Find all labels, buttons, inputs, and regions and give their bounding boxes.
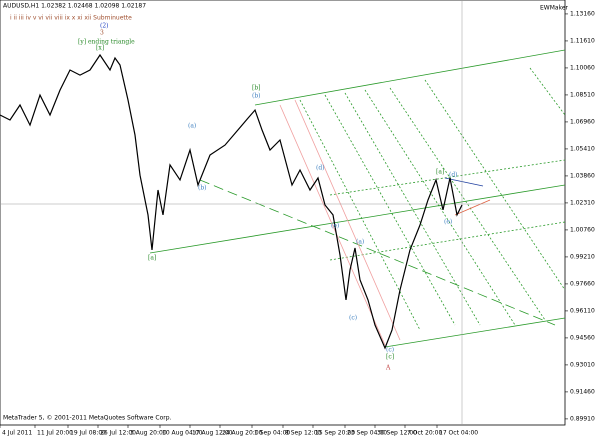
plot-frame xyxy=(0,0,566,426)
y-tick-label: 1.03860 xyxy=(570,172,595,179)
wave-label: [c] xyxy=(386,354,394,361)
x-tick-label: 30 Sep 12:00 xyxy=(377,430,417,437)
x-tick-label: 3 Aug 20:00 xyxy=(130,430,167,437)
channel-line xyxy=(329,159,566,196)
channel-line xyxy=(149,184,566,254)
y-tick-label: 0.96110 xyxy=(570,307,595,314)
channel-line xyxy=(254,49,566,106)
y-tick-label: 0.94560 xyxy=(570,334,595,341)
wave-label: (c) xyxy=(386,347,394,354)
x-tick-label: 10 Aug 04:00 xyxy=(162,430,203,437)
y-tick-label: 0.91460 xyxy=(570,388,595,395)
y-tick-label: 1.00760 xyxy=(570,226,595,233)
wave-label: (b) xyxy=(198,185,207,192)
x-tick-label: 17 Oct 04:00 xyxy=(439,430,478,437)
wave-label: [a] xyxy=(436,169,444,176)
wave-label: (c) xyxy=(349,315,357,322)
x-tick-label: 23 Sep 04:00 xyxy=(347,430,387,437)
x-tick-label: 24 Aug 20:00 xyxy=(222,430,263,437)
wave-label: (e) xyxy=(444,219,452,226)
wave-label: [y] ending triangle xyxy=(78,39,135,46)
triangle-line xyxy=(454,199,491,216)
channel-line xyxy=(364,89,516,326)
footer: MetaTrader 5, © 2001-2011 MetaQuotes Sof… xyxy=(3,415,172,422)
wave-label: [b] xyxy=(252,85,261,92)
symbol-line: AUDUSD,H1 1.02382 1.02468 1.02098 1.0218… xyxy=(3,3,146,10)
wave-label: [a] xyxy=(148,255,156,262)
x-tick-label: 1 Sep 04:00 xyxy=(254,430,290,437)
x-tick-label: 17 Aug 12:00 xyxy=(192,430,233,437)
x-tick-label: 11 Jul 20:00 xyxy=(37,430,73,437)
channel-line xyxy=(384,317,566,348)
wave-label: A xyxy=(385,365,391,372)
x-tick-label: 26 Jul 12:00 xyxy=(100,430,136,437)
indicator-name: EWMaker xyxy=(540,5,569,12)
y-tick-label: 0.93010 xyxy=(570,361,595,368)
wave-label: 3 xyxy=(100,30,104,37)
wave-label: (a) xyxy=(188,123,196,130)
y-tick-label: 1.02310 xyxy=(570,199,595,206)
wave-label: (d) xyxy=(449,172,458,179)
x-tick-label: 4 Jul 2011 xyxy=(2,430,32,437)
y-tick-label: 0.99210 xyxy=(570,253,595,260)
channel-line xyxy=(344,92,481,326)
x-tick-label: 15 Sep 20:00 xyxy=(315,430,355,437)
wave-label: (e) xyxy=(331,223,339,230)
channel-line xyxy=(529,67,566,116)
price-line xyxy=(0,53,463,350)
degree-list: i ii iii iv v vi vii viii ix x xi xii Su… xyxy=(10,15,132,22)
y-tick-label: 1.08510 xyxy=(570,91,595,98)
wave-label: (2) xyxy=(100,23,109,30)
y-tick-label: 1.06960 xyxy=(570,118,595,125)
y-tick-label: 1.10060 xyxy=(570,64,595,71)
triangle-line xyxy=(444,177,484,187)
y-tick-label: 0.89910 xyxy=(570,415,595,422)
y-tick-label: 1.13160 xyxy=(570,10,595,17)
channels xyxy=(0,0,566,425)
x-tick-label: 19 Jul 08:00 xyxy=(70,430,106,437)
wave-label: (a) xyxy=(356,239,364,246)
channel-line xyxy=(324,94,456,326)
y-tick-label: 1.05410 xyxy=(570,145,595,152)
y-tick-label: 1.11610 xyxy=(570,37,595,44)
wave-label: (b) xyxy=(252,93,261,100)
x-tick-label: 7 Oct 20:00 xyxy=(407,430,442,437)
x-tick-label: 8 Sep 12:00 xyxy=(285,430,321,437)
y-tick-label: 0.97660 xyxy=(570,280,595,287)
channel-line xyxy=(294,99,401,341)
wave-label: (d) xyxy=(316,165,325,172)
channel-line xyxy=(389,87,546,321)
channel-line xyxy=(279,104,386,346)
wave-label: [x] xyxy=(96,45,104,52)
